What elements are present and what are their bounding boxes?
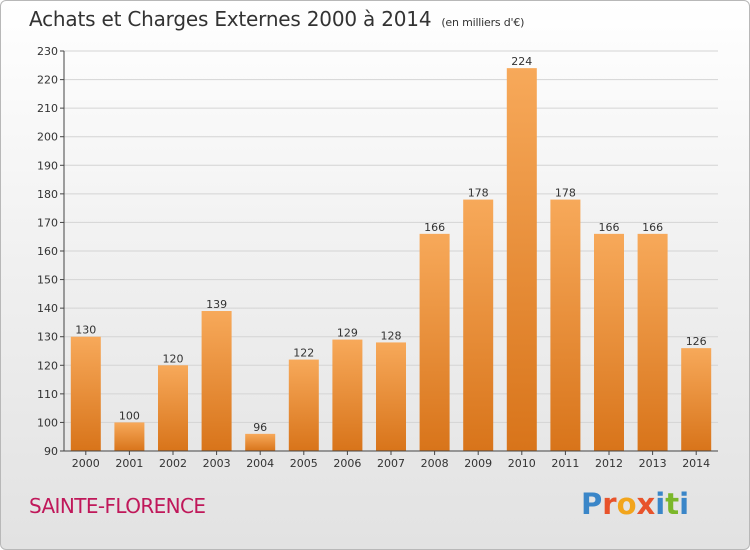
y-tick-label: 170: [37, 216, 58, 229]
data-label-2002: 120: [163, 352, 184, 365]
data-label-2006: 129: [337, 327, 358, 340]
x-tick-label-2001: 2001: [115, 457, 143, 470]
bar-2009: [463, 199, 494, 451]
axes: [60, 50, 718, 455]
x-tick-label-2006: 2006: [333, 457, 361, 470]
x-tick-label-2013: 2013: [639, 457, 667, 470]
data-label-2009: 178: [468, 187, 489, 200]
data-label-2001: 100: [119, 409, 140, 422]
logo-letter: r: [602, 487, 617, 521]
x-tick-label-2000: 2000: [72, 457, 100, 470]
data-label-2003: 139: [206, 298, 227, 311]
logo-letter: i: [679, 487, 690, 521]
bars: [70, 68, 712, 452]
y-tick-label: 210: [37, 102, 58, 115]
bar-2012: [594, 233, 624, 451]
commune-name: SAINTE-FLORENCE: [29, 494, 206, 518]
y-tick-label: 150: [37, 274, 58, 287]
data-label-2007: 128: [381, 329, 402, 342]
data-label-2013: 166: [642, 221, 663, 234]
data-label-2000: 130: [75, 324, 96, 337]
bar-2011: [550, 199, 581, 451]
x-tick-label-2009: 2009: [464, 457, 492, 470]
y-tick-label: 190: [37, 159, 58, 172]
bar-2010: [506, 68, 537, 452]
y-tick-label: 120: [37, 359, 58, 372]
y-tick-label: 200: [37, 131, 58, 144]
x-tick-label-2012: 2012: [595, 457, 623, 470]
bar-2013: [637, 233, 668, 451]
logo-letter: P: [581, 487, 603, 521]
y-tick-label: 90: [44, 445, 58, 458]
x-tick-label-2010: 2010: [508, 457, 536, 470]
logo-letter: t: [665, 487, 680, 521]
bar-2002: [158, 365, 188, 451]
bar-2004: [245, 433, 276, 451]
x-tick-label-2007: 2007: [377, 457, 405, 470]
x-tick-label-2003: 2003: [203, 457, 231, 470]
data-label-2011: 178: [555, 187, 576, 200]
bar-2007: [376, 342, 406, 451]
chart-title-text: Achats et Charges Externes 2000 à 2014: [29, 7, 432, 31]
labels: 90 100 110 120 130 140 150 160 170 180 190 200 210 22…: [37, 45, 710, 470]
x-tick-label-2011: 2011: [551, 457, 579, 470]
x-tick-label-2008: 2008: [421, 457, 449, 470]
x-tick-label-2004: 2004: [246, 457, 274, 470]
y-tick-label: 230: [37, 45, 58, 58]
y-tick-label: 180: [37, 188, 58, 201]
y-tick-label: 130: [37, 331, 58, 344]
logo-letter: x: [636, 487, 656, 521]
bar-2006: [332, 339, 363, 451]
bar-2001: [114, 422, 145, 451]
x-tick-label-2014: 2014: [682, 457, 710, 470]
x-tick-label-2005: 2005: [290, 457, 318, 470]
bar-2003: [201, 311, 232, 451]
chart-title: Achats et Charges Externes 2000 à 2014 (e…: [29, 7, 524, 31]
logo-letter: o: [616, 487, 637, 521]
y-tick-label: 160: [37, 245, 58, 258]
logo-letter: i: [655, 487, 666, 521]
data-label-2004: 96: [253, 421, 267, 434]
chart-subtitle: (en milliers d'€): [441, 16, 525, 29]
data-label-2012: 166: [599, 221, 620, 234]
y-tick-label: 220: [37, 74, 58, 87]
x-tick-label-2002: 2002: [159, 457, 187, 470]
bar-2014: [681, 348, 712, 451]
y-tick-label: 100: [37, 416, 58, 429]
data-label-2010: 224: [511, 55, 532, 68]
y-tick-label: 110: [37, 388, 58, 401]
bar-2008: [419, 233, 450, 451]
data-label-2008: 166: [424, 221, 445, 234]
data-label-2005: 122: [293, 347, 314, 360]
data-label-2014: 126: [686, 335, 707, 348]
bar-2000: [70, 336, 101, 451]
y-tick-label: 140: [37, 302, 58, 315]
proxiti-logo: Proxiti: [581, 487, 689, 521]
bar-2005: [288, 359, 319, 451]
